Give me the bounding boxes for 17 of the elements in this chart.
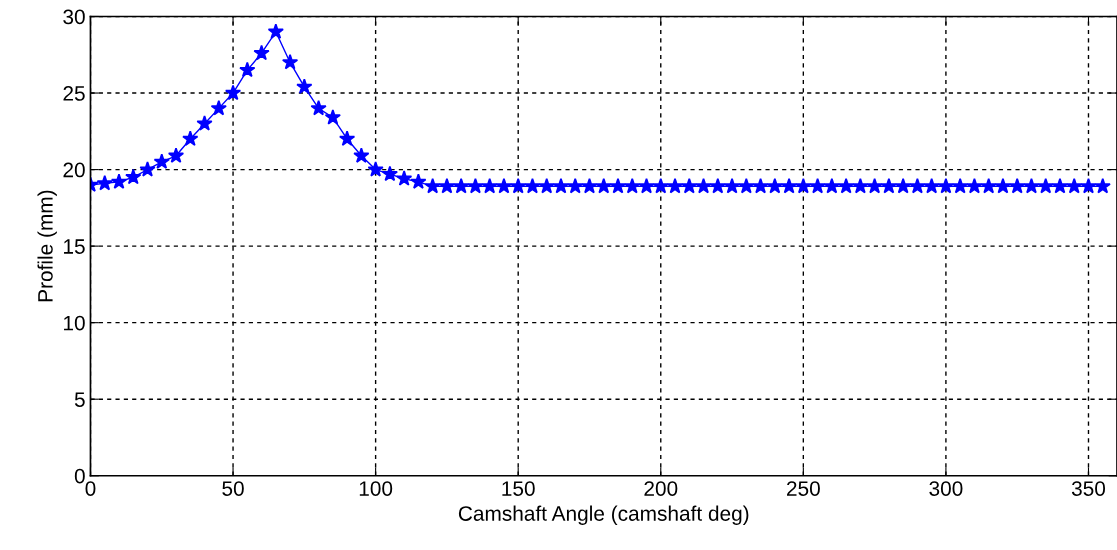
x-tick-label: 0 [85, 481, 96, 496]
x-tick-label: 350 [1071, 481, 1106, 496]
x-tick-label: 50 [222, 481, 244, 496]
y-tick-label: 30 [63, 9, 85, 25]
y-tick-label: 5 [74, 392, 85, 407]
x-tick-label: 300 [929, 481, 963, 496]
y-tick-label: 15 [64, 239, 85, 254]
y-axis-title: Profile (mm) [37, 190, 57, 302]
y-tick-label: 25 [63, 86, 85, 101]
x-axis-title: Camshaft Angle (camshaft deg) [458, 505, 749, 526]
x-tick-label: 250 [787, 481, 820, 496]
x-tick-label: 150 [502, 481, 535, 496]
y-tick-label: 0 [74, 468, 85, 484]
y-tick-label: 20 [63, 162, 85, 178]
y-tick-label: 10 [64, 315, 85, 331]
x-tick-label: 100 [359, 481, 393, 496]
x-tick-label: 200 [644, 481, 678, 496]
